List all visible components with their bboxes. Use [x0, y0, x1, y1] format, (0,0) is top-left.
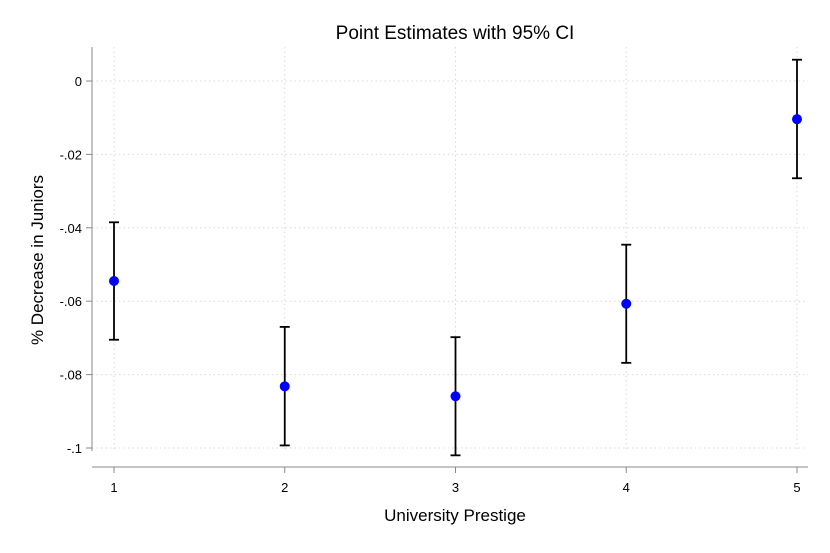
data-points: [109, 114, 802, 402]
x-tick-label: 4: [623, 480, 630, 495]
y-tick-labels: 0 -.02 -.04 -.06 -.08 -.1: [60, 74, 82, 456]
x-tick-label: 2: [281, 480, 288, 495]
x-tick-label: 3: [452, 480, 459, 495]
grid-lines: [92, 47, 808, 451]
y-tick-label: -.08: [60, 368, 82, 383]
y-tick-label: -.06: [60, 294, 82, 309]
x-tick-labels: 1 2 3 4 5: [110, 480, 800, 495]
data-point: [792, 114, 802, 125]
y-tick-label: -.1: [67, 441, 82, 456]
x-tick-label: 5: [793, 480, 800, 495]
data-point: [279, 381, 290, 392]
x-axis-title: University Prestige: [384, 506, 526, 525]
data-point: [109, 276, 119, 287]
y-tick-label: -.02: [60, 147, 82, 162]
data-point: [450, 391, 461, 402]
data-point: [621, 298, 632, 309]
y-tick-label: 0: [75, 74, 82, 89]
x-tick-label: 1: [110, 480, 117, 495]
y-axis-title: % Decrease in Juniors: [28, 175, 47, 345]
y-tick-label: -.04: [60, 221, 82, 236]
y-axis: [86, 47, 93, 451]
x-axis: [92, 466, 808, 473]
chart-title: Point Estimates with 95% CI: [336, 23, 575, 44]
